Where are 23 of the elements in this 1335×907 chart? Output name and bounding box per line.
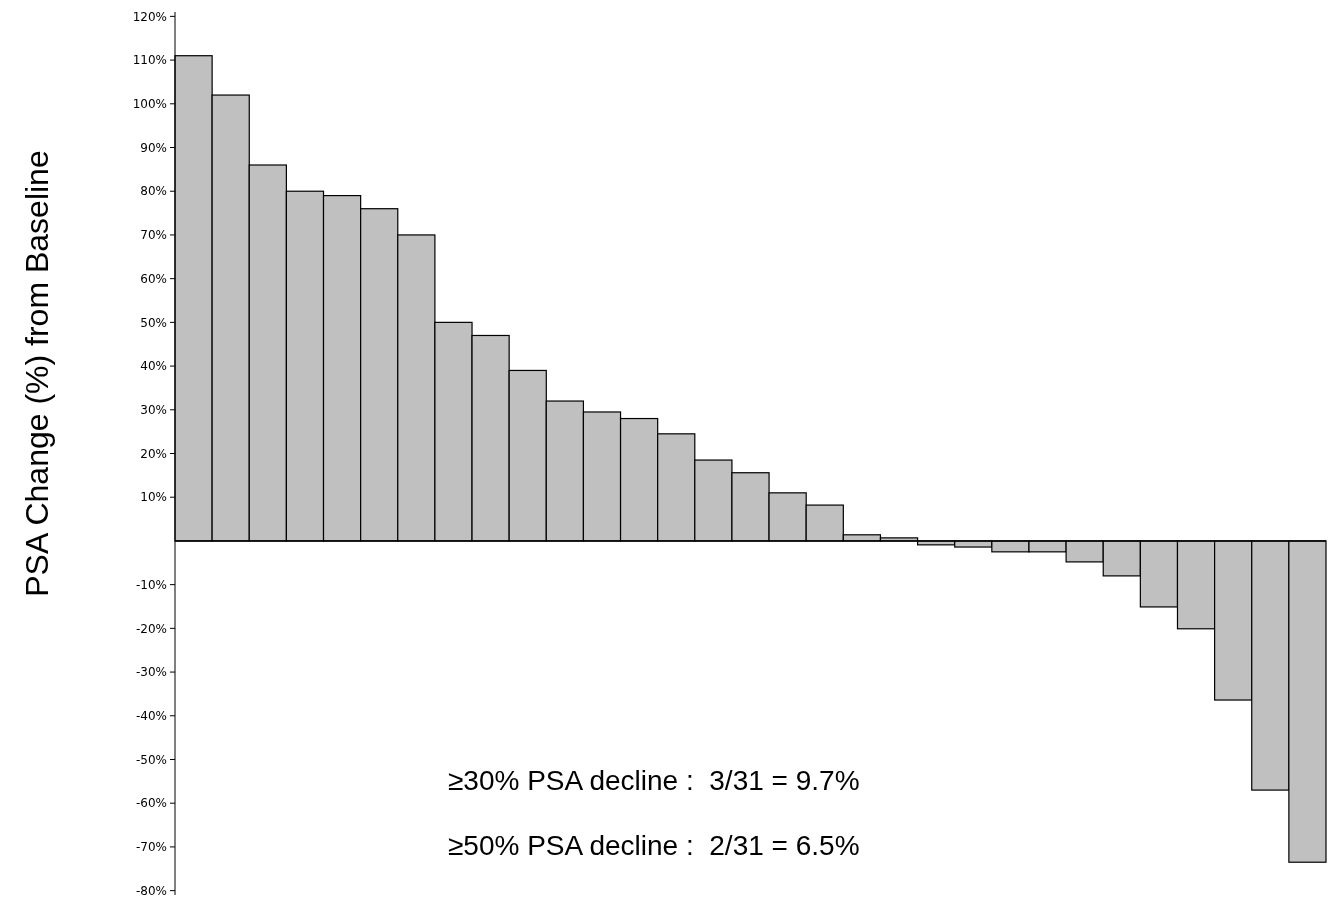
y-tick-label: -80% xyxy=(135,883,167,898)
y-tick-label: 20% xyxy=(140,446,167,461)
y-tick-label: 90% xyxy=(140,140,167,155)
y-tick-label: 120% xyxy=(132,9,167,24)
y-tick-label: -70% xyxy=(135,840,167,855)
y-tick-label: -20% xyxy=(135,621,167,636)
y-axis-title: PSA Change (%) from Baseline xyxy=(19,150,55,597)
y-tick-label: 50% xyxy=(140,315,167,330)
y-tick-label: -60% xyxy=(135,796,167,811)
y-tick-label: 10% xyxy=(140,490,167,505)
y-tick-label: 30% xyxy=(140,402,167,417)
y-tick-label: -10% xyxy=(135,577,167,592)
y-tick-label: 60% xyxy=(140,271,167,286)
annotation: ≥30% PSA decline : 3/31 = 9.7% xyxy=(448,765,860,796)
y-tick-label: 80% xyxy=(140,184,167,199)
y-tick-label: -40% xyxy=(135,708,167,723)
y-tick-label: 110% xyxy=(132,53,167,68)
y-tick-label: 70% xyxy=(140,228,167,243)
y-tick-label: 100% xyxy=(132,97,167,111)
y-tick-label: -50% xyxy=(135,752,167,767)
annotation: ≥50% PSA decline : 2/31 = 6.5% xyxy=(448,830,860,861)
y-tick-label: 40% xyxy=(140,359,167,374)
y-tick-label: -30% xyxy=(135,665,167,680)
